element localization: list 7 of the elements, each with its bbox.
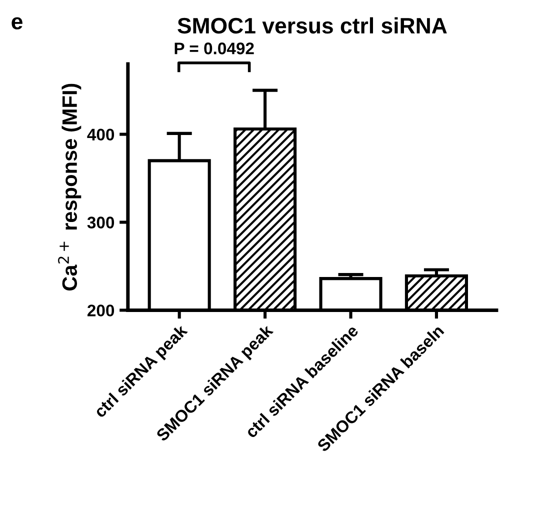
y-tick-label: 300: [87, 216, 114, 228]
y-tick-label: 400: [87, 128, 114, 140]
text: e: [12, 17, 22, 30]
y-tick-label: 200: [87, 304, 114, 316]
chart-title: SMOC1 versus ctrl siRNA: [178, 17, 447, 34]
text: P = 0.0492: [174, 42, 254, 54]
y-axis-title: Ca$^{2+}$ response (MFI): [58, 84, 82, 290]
